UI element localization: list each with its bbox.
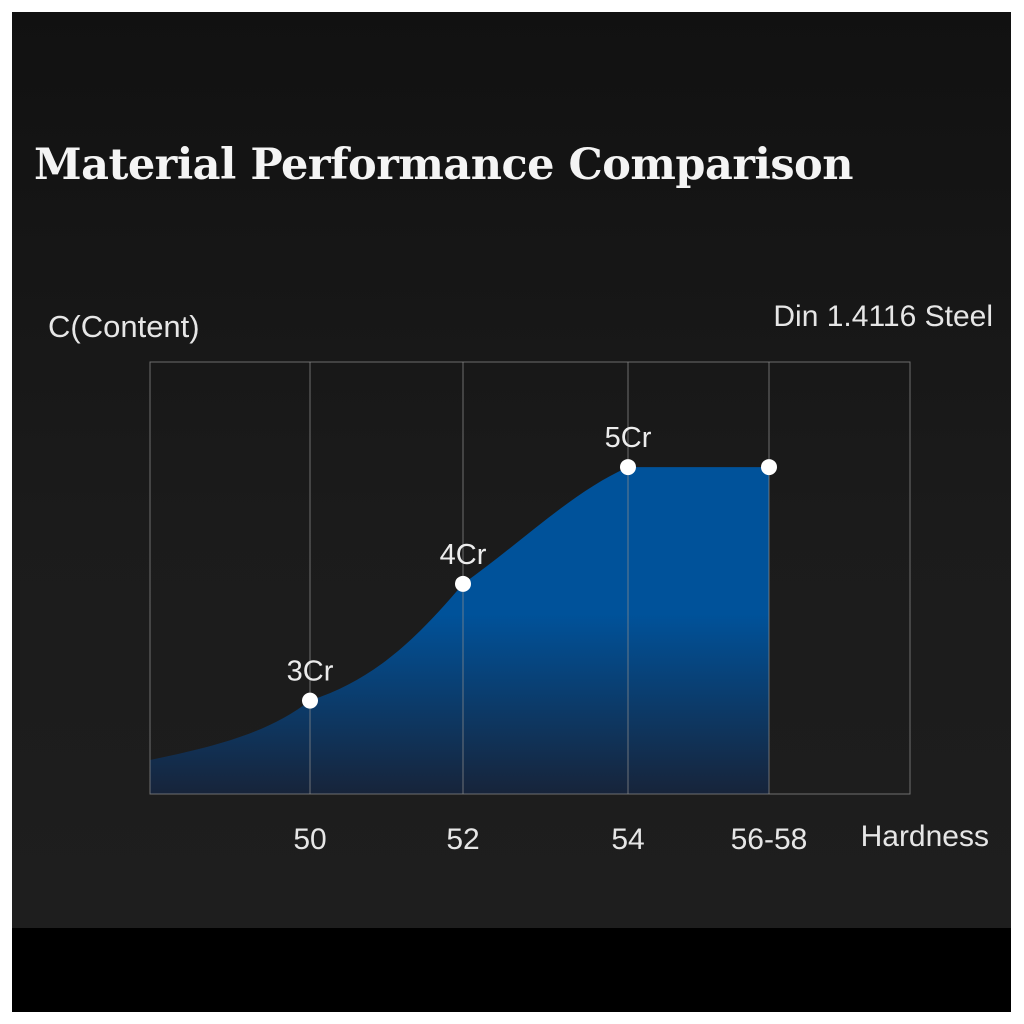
area-fill <box>150 467 769 794</box>
x-axis-label: Hardness <box>860 820 989 853</box>
x-tick-label: 56-58 <box>731 823 808 856</box>
x-tick-label: 50 <box>293 823 326 856</box>
plot-border <box>149 361 911 795</box>
data-label: 5Cr <box>605 422 652 454</box>
chart-panel: Material Performance Comparison C(Conten… <box>12 12 1011 928</box>
data-point <box>620 459 636 476</box>
image-frame: Material Performance Comparison C(Conten… <box>12 12 1011 1012</box>
x-tick-label: 54 <box>611 823 644 856</box>
chart-title: Material Performance Comparison <box>34 140 853 190</box>
data-point <box>455 575 471 592</box>
chart-subtitle: Din 1.4116 Steel <box>773 300 993 333</box>
x-tick-label: 52 <box>446 823 479 856</box>
data-label: 4Cr <box>440 539 487 571</box>
data-point <box>761 459 777 476</box>
y-axis-label: C(Content) <box>48 309 200 344</box>
data-label: 3Cr <box>287 656 334 688</box>
data-point <box>302 692 318 709</box>
